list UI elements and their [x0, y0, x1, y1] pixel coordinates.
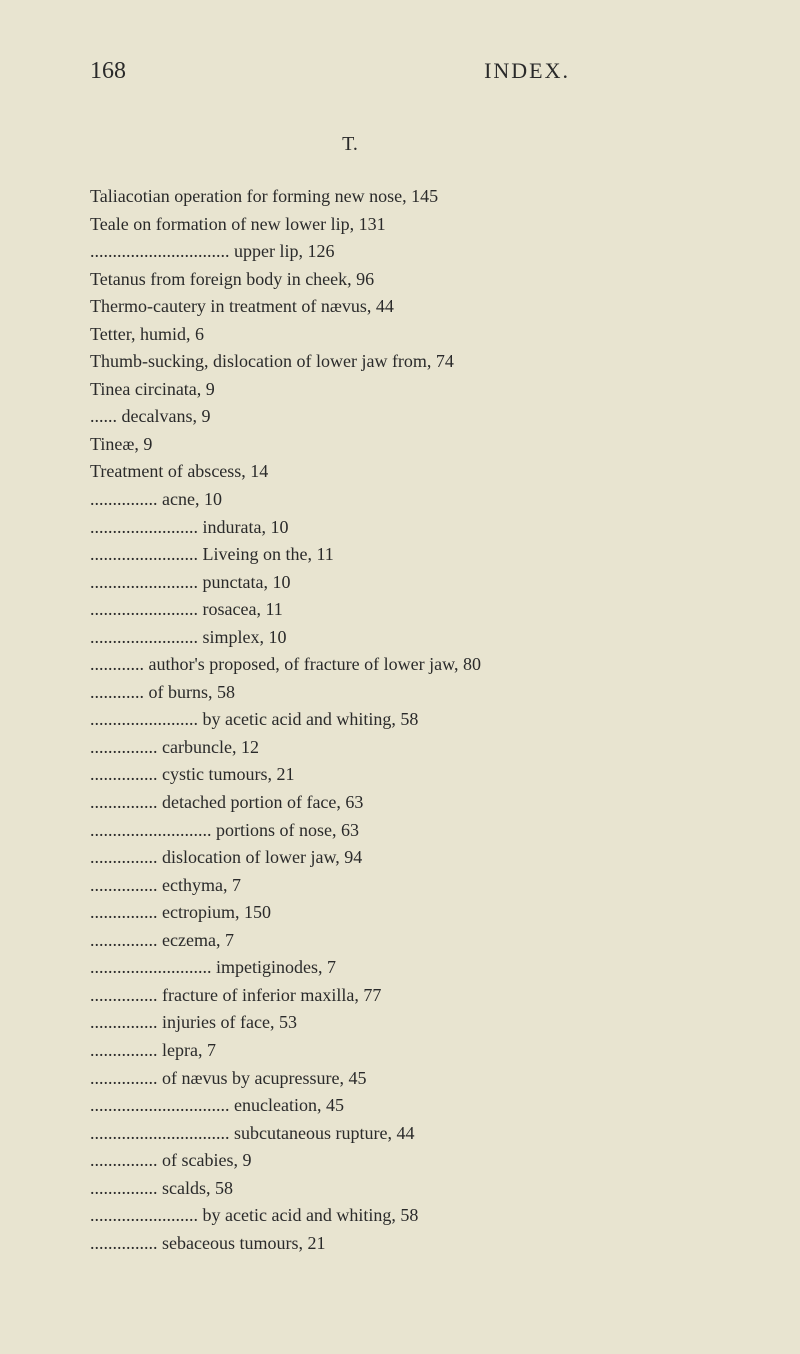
- index-content: Taliacotian operation for forming new no…: [90, 184, 700, 1256]
- index-entry: Tineæ, 9: [90, 432, 700, 458]
- section-letter: T.: [90, 133, 610, 156]
- index-entry: ............... lepra, 7: [90, 1038, 700, 1064]
- index-entry: ............... acne, 10: [90, 487, 700, 513]
- index-entry: ............ of burns, 58: [90, 680, 700, 706]
- index-entry: ........................ simplex, 10: [90, 625, 700, 651]
- index-entry: ............... carbuncle, 12: [90, 735, 700, 761]
- index-entry: ............... sebaceous tumours, 21: [90, 1231, 700, 1257]
- index-entry: Tetanus from foreign body in cheek, 96: [90, 267, 700, 293]
- index-entry: ............... ectropium, 150: [90, 900, 700, 926]
- index-entry: ............... of scabies, 9: [90, 1148, 700, 1174]
- index-entry: ............... dislocation of lower jaw…: [90, 845, 700, 871]
- index-entry: ............ author's proposed, of fract…: [90, 652, 700, 678]
- index-entry: Teale on formation of new lower lip, 131: [90, 212, 700, 238]
- index-entry: ........................... impetiginode…: [90, 955, 700, 981]
- page-title: INDEX.: [484, 58, 570, 84]
- index-entry: ...... decalvans, 9: [90, 404, 700, 430]
- index-entry: ............... detached portion of face…: [90, 790, 700, 816]
- index-entry: ............... cystic tumours, 21: [90, 762, 700, 788]
- index-entry: ............................... enucleat…: [90, 1093, 700, 1119]
- page-number: 168: [90, 58, 126, 85]
- index-entry: ............................... upper li…: [90, 239, 700, 265]
- index-entry: ............... fracture of inferior max…: [90, 983, 700, 1009]
- index-entry: ........................ punctata, 10: [90, 570, 700, 596]
- index-entry: ........................ indurata, 10: [90, 515, 700, 541]
- index-entry: Thermo-cautery in treatment of nævus, 44: [90, 294, 700, 320]
- page-header: 168 INDEX.: [90, 58, 700, 85]
- index-entry: ........................ by acetic acid …: [90, 1203, 700, 1229]
- index-entry: Tetter, humid, 6: [90, 322, 700, 348]
- index-entry: ............... of nævus by acupressure,…: [90, 1066, 700, 1092]
- index-entry: ........................ Liveing on the,…: [90, 542, 700, 568]
- index-entry: ............... eczema, 7: [90, 928, 700, 954]
- index-entry: ............... scalds, 58: [90, 1176, 700, 1202]
- index-entry: ............................... subcutan…: [90, 1121, 700, 1147]
- index-entry: ........................ rosacea, 11: [90, 597, 700, 623]
- index-entry: ........................... portions of …: [90, 818, 700, 844]
- index-entry: ........................ by acetic acid …: [90, 707, 700, 733]
- index-entry: Tinea circinata, 9: [90, 377, 700, 403]
- index-entry: Taliacotian operation for forming new no…: [90, 184, 700, 210]
- index-entry: Treatment of abscess, 14: [90, 459, 700, 485]
- index-entry: ............... ecthyma, 7: [90, 873, 700, 899]
- index-entry: Thumb-sucking, dislocation of lower jaw …: [90, 349, 700, 375]
- index-entry: ............... injuries of face, 53: [90, 1010, 700, 1036]
